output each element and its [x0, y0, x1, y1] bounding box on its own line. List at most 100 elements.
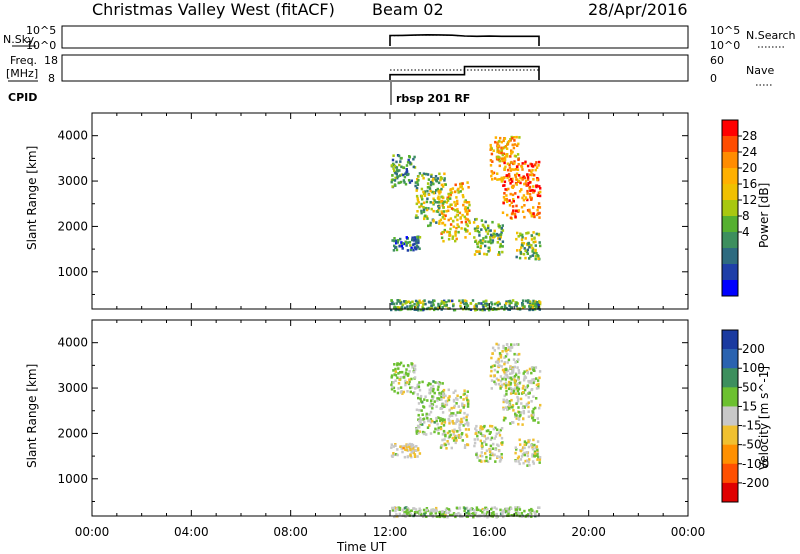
range-cell	[486, 303, 489, 307]
range-cell	[494, 435, 498, 438]
range-cell	[391, 455, 394, 458]
range-cell	[401, 508, 404, 512]
range-cell	[486, 232, 490, 236]
range-cell	[482, 434, 485, 437]
range-cell	[502, 201, 505, 205]
range-cell	[438, 198, 441, 201]
range-cell	[498, 237, 501, 241]
range-cell	[422, 417, 426, 421]
range-cell	[528, 464, 531, 467]
range-cell	[497, 378, 500, 382]
range-cell	[488, 450, 492, 454]
range-cell	[421, 197, 424, 201]
range-cell	[504, 306, 507, 309]
range-cell	[501, 377, 504, 381]
range-cell	[518, 352, 521, 356]
range-cell	[394, 370, 397, 374]
range-cell	[520, 165, 524, 169]
range-cell	[484, 220, 487, 224]
range-cell	[536, 417, 539, 420]
range-cell	[506, 361, 509, 364]
range-cell	[422, 210, 426, 214]
range-cell	[521, 168, 524, 171]
range-cell	[391, 509, 395, 512]
range-cell	[511, 388, 515, 391]
range-cell	[515, 417, 518, 420]
colorbar-tick-label: 50	[742, 380, 757, 394]
range-cell	[445, 209, 448, 213]
range-cell	[497, 223, 500, 226]
range-cell	[508, 302, 511, 305]
range-cell	[504, 373, 507, 376]
range-cell	[463, 207, 467, 211]
range-cell	[418, 507, 421, 511]
range-cell	[456, 429, 459, 433]
range-cell	[538, 185, 541, 188]
colorbar-frame	[721, 329, 739, 503]
range-cell	[413, 246, 416, 249]
range-cell	[419, 509, 422, 512]
range-cell	[535, 383, 539, 387]
range-cell	[510, 398, 513, 402]
range-cell	[409, 386, 412, 390]
range-cell	[427, 178, 431, 181]
range-cell	[426, 217, 429, 220]
range-cell	[508, 407, 511, 410]
range-cell	[466, 443, 469, 446]
range-cell	[490, 425, 494, 428]
range-cell	[464, 217, 468, 220]
range-cell	[392, 167, 395, 170]
range-cell	[395, 513, 398, 516]
range-cell	[444, 508, 448, 512]
range-cell	[396, 376, 399, 380]
range-cell	[510, 390, 514, 393]
range-cell	[396, 391, 400, 395]
range-cell	[482, 425, 485, 429]
range-cell	[390, 374, 394, 377]
range-cell	[521, 241, 524, 245]
range-cell	[534, 244, 537, 247]
range-cell	[448, 422, 451, 425]
range-cell	[398, 163, 401, 167]
range-cell	[483, 434, 486, 438]
colorbar-segment	[722, 425, 738, 445]
range-cell	[503, 137, 507, 140]
range-cell	[501, 178, 504, 182]
range-cell	[461, 439, 464, 442]
range-cell	[497, 300, 500, 304]
range-cell	[410, 306, 413, 310]
range-cell	[453, 200, 456, 204]
range-cell	[520, 188, 523, 191]
range-cell	[513, 365, 516, 369]
range-cell	[447, 388, 450, 392]
range-cell	[476, 245, 479, 249]
range-cell	[514, 303, 517, 307]
range-cell	[509, 182, 512, 185]
range-cell	[401, 247, 404, 250]
range-cell	[472, 512, 475, 515]
range-cell	[406, 507, 409, 510]
range-cell	[417, 448, 420, 452]
range-cell	[443, 179, 446, 182]
range-cell	[527, 379, 530, 383]
range-cell	[486, 511, 489, 514]
power-colorbar-label: Power [dB]	[757, 183, 771, 248]
range-cell	[509, 349, 512, 352]
range-cell	[413, 303, 416, 306]
range-cell	[504, 386, 508, 390]
range-cell	[426, 383, 430, 387]
range-cell	[398, 244, 401, 248]
range-cell	[403, 376, 406, 379]
range-cell	[393, 164, 397, 168]
range-cell	[390, 180, 393, 184]
colorbar-tick-label: 24	[742, 145, 757, 159]
range-cell	[489, 159, 493, 162]
range-cell	[503, 198, 507, 202]
range-cell	[474, 511, 478, 515]
range-cell	[440, 392, 444, 395]
range-cell	[465, 511, 468, 515]
range-cell	[514, 360, 517, 364]
range-cell	[529, 211, 532, 215]
range-cell	[463, 446, 467, 449]
range-cell	[406, 390, 409, 393]
